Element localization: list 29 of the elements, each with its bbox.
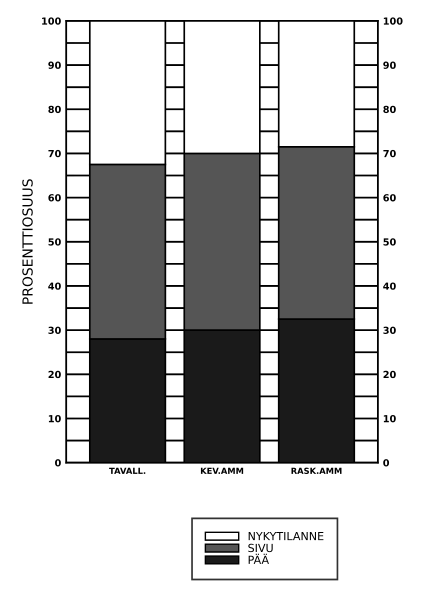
y-tick-label: 10 <box>48 414 61 422</box>
x-tick-label: RASK.AMM <box>292 468 342 474</box>
y2-tick-label: 70 <box>383 150 396 158</box>
legend-label: SIVU <box>248 544 273 552</box>
y-tick-label: 90 <box>48 62 61 69</box>
y2-tick-label: 40 <box>383 282 396 290</box>
legend-label: NYKYTILANNE <box>248 532 324 540</box>
y2-tick-label: 80 <box>383 106 396 114</box>
y2-tick-label: 90 <box>383 62 396 69</box>
y-tick-label: 80 <box>48 106 61 114</box>
y-tick-label: 100 <box>42 17 61 25</box>
y-tick-label: 0 <box>55 459 61 467</box>
y-tick-label: 70 <box>48 150 61 158</box>
legend-label: PÄÄ <box>248 554 269 564</box>
y2-tick-label: 10 <box>384 414 396 422</box>
x-tick-label: TAVALL. <box>109 468 146 474</box>
y-tick-label: 60 <box>48 194 61 202</box>
x-tick-label: KEV.AMM <box>200 468 244 474</box>
y-tick-label: 40 <box>48 282 61 290</box>
y2-tick-label: 100 <box>384 17 403 25</box>
y2-tick-label: 30 <box>383 326 396 334</box>
y-tick-label: 50 <box>48 238 61 246</box>
y-tick-label: 30 <box>48 326 61 334</box>
y2-tick-label: 20 <box>384 370 396 378</box>
y2-tick-label: 50 <box>384 238 396 246</box>
y2-tick-label: 0 <box>383 459 390 467</box>
y-tick-label: 20 <box>48 370 61 378</box>
y-axis-title: PROSENTTIOSUUS <box>22 179 33 304</box>
y2-tick-label: 60 <box>383 194 396 202</box>
